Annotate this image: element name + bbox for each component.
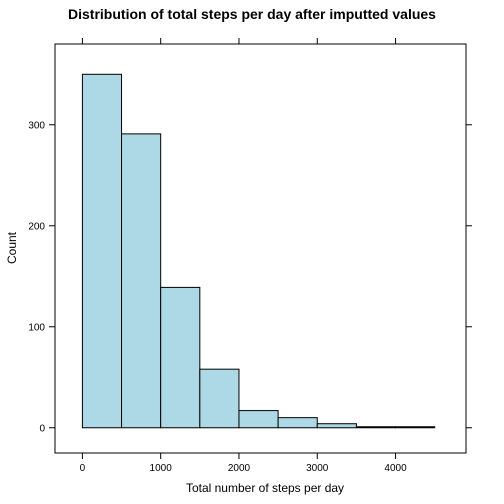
y-tick-label: 200 — [28, 221, 45, 232]
x-tick-label: 4000 — [384, 463, 407, 474]
x-tick-label: 0 — [80, 463, 86, 474]
y-tick-label: 300 — [28, 120, 45, 131]
histogram-bar — [277, 417, 318, 429]
histogram-bar — [395, 426, 436, 429]
plot-frame — [54, 43, 467, 454]
y-tick-label: 100 — [28, 322, 45, 333]
histogram-bar — [199, 368, 240, 429]
x-axis-ticks: 0 1000 2000 3000 4000 — [80, 38, 407, 474]
y-axis-label: Count — [5, 231, 19, 264]
chart-title: Distribution of total steps per day afte… — [68, 6, 436, 22]
x-tick-label: 2000 — [228, 463, 251, 474]
histogram-bar — [238, 410, 279, 429]
y-tick-label: 0 — [39, 423, 45, 434]
histogram-bar — [316, 423, 357, 429]
x-tick-label: 3000 — [306, 463, 329, 474]
histogram-bar — [355, 426, 397, 429]
histogram-bar — [81, 73, 123, 429]
y-axis-ticks: 0 100 200 300 — [28, 120, 472, 434]
histogram-bar — [160, 286, 201, 429]
x-axis-label: Total number of steps per day — [186, 481, 344, 495]
histogram-bar — [121, 133, 162, 429]
x-tick-label: 1000 — [150, 463, 173, 474]
bars-layer — [81, 73, 436, 429]
